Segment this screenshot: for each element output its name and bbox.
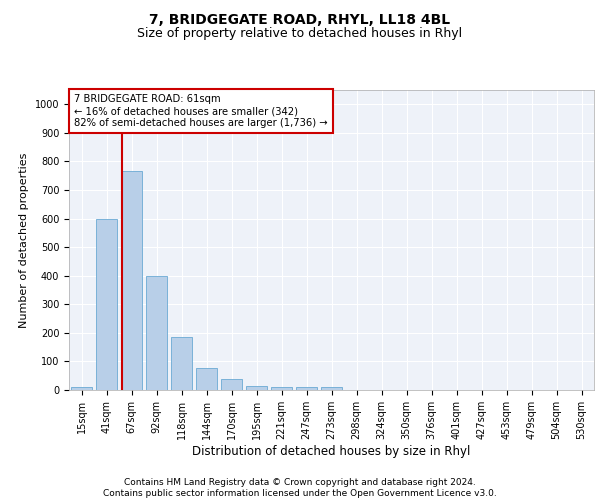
Bar	[296, 387, 317, 390]
Bar	[221, 379, 242, 390]
Text: Size of property relative to detached houses in Rhyl: Size of property relative to detached ho…	[137, 28, 463, 40]
Bar	[146, 276, 167, 390]
Bar	[196, 368, 217, 390]
Y-axis label: Number of detached properties: Number of detached properties	[19, 152, 29, 328]
Bar	[271, 387, 292, 390]
Bar	[121, 172, 142, 390]
Text: 7, BRIDGEGATE ROAD, RHYL, LL18 4BL: 7, BRIDGEGATE ROAD, RHYL, LL18 4BL	[149, 12, 451, 26]
Bar	[71, 387, 92, 390]
Text: 7 BRIDGEGATE ROAD: 61sqm
← 16% of detached houses are smaller (342)
82% of semi-: 7 BRIDGEGATE ROAD: 61sqm ← 16% of detach…	[74, 94, 328, 128]
Bar	[246, 386, 267, 390]
Bar	[96, 218, 117, 390]
Text: Contains HM Land Registry data © Crown copyright and database right 2024.
Contai: Contains HM Land Registry data © Crown c…	[103, 478, 497, 498]
X-axis label: Distribution of detached houses by size in Rhyl: Distribution of detached houses by size …	[193, 444, 470, 458]
Bar	[171, 337, 192, 390]
Bar	[321, 387, 342, 390]
